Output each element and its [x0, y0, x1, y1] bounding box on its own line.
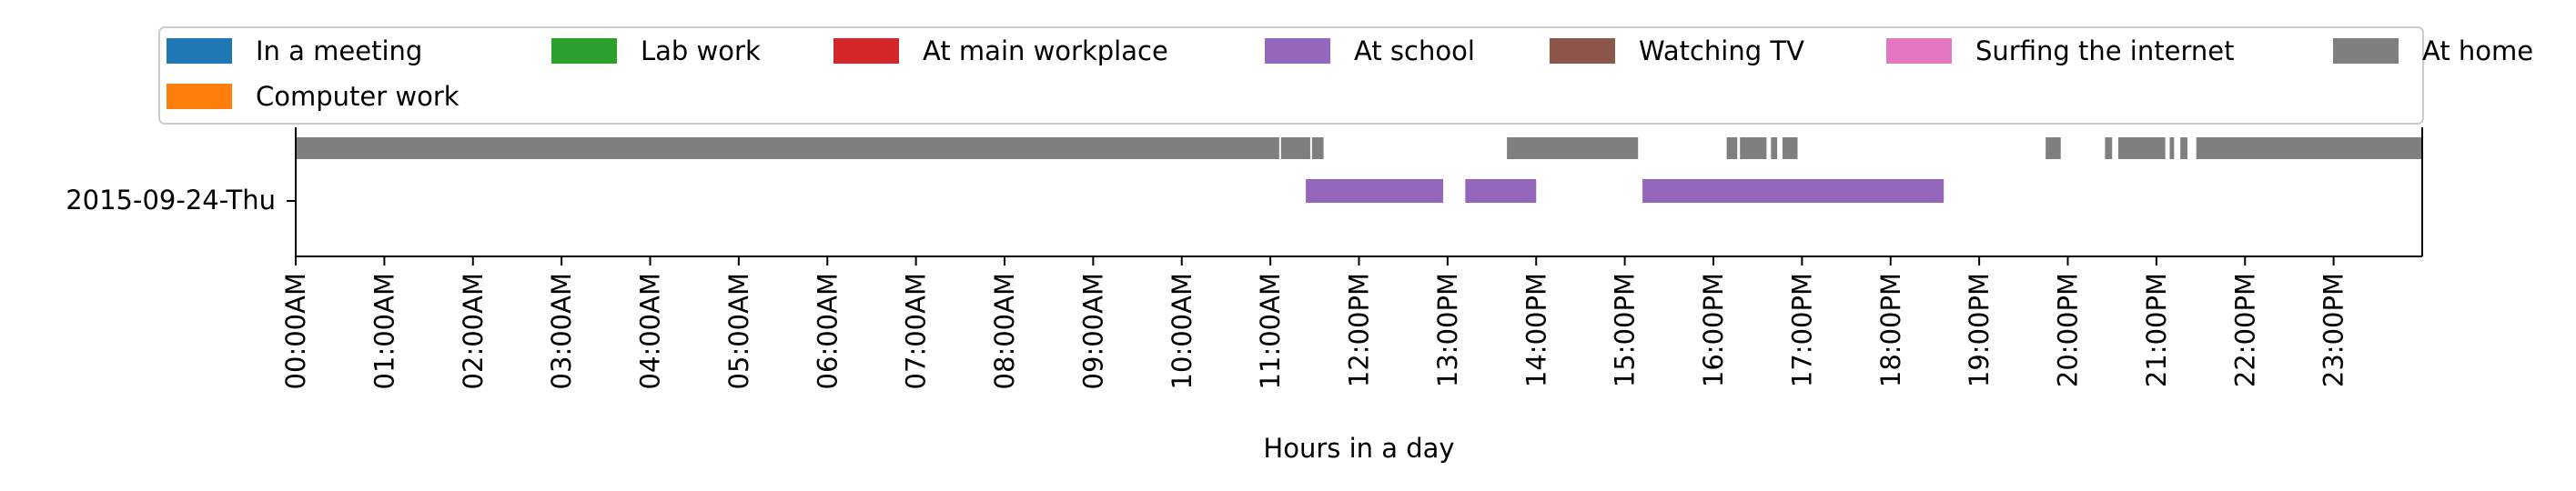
x-tick-label: 17:00PM [1786, 273, 1817, 387]
interval-bar [2169, 137, 2175, 159]
interval-bar [1280, 137, 1310, 159]
interval-bar [1306, 179, 1444, 203]
x-tick-label: 19:00PM [1964, 273, 1995, 387]
x-tick-label: 10:00AM [1167, 273, 1197, 389]
legend-label: At main workplace [923, 35, 1168, 66]
legend: In a meeting Lab work At main workplace At … [158, 26, 2533, 125]
x-tick-label: 20:00PM [2053, 273, 2084, 387]
legend-swatch [2333, 38, 2399, 64]
legend-frame [158, 26, 2424, 125]
interval-bar [296, 137, 1279, 159]
y-category-label: 2015-09-24-Thu [66, 185, 276, 215]
interval-bar [1507, 137, 1639, 159]
x-tick-label: 22:00PM [2229, 273, 2260, 387]
legend-label: In a meeting [256, 35, 422, 66]
legend-swatch [1265, 38, 1330, 64]
x-tick-label: 21:00PM [2141, 273, 2172, 387]
interval-bar [2196, 137, 2422, 159]
legend-swatch [167, 84, 232, 109]
x-tick-label: 12:00PM [1344, 273, 1375, 387]
interval-bar [2105, 137, 2113, 159]
x-tick-label: 06:00AM [812, 273, 843, 389]
interval-bar [2046, 137, 2061, 159]
x-tick-label: 03:00AM [546, 273, 577, 389]
interval-bar [1311, 137, 1324, 159]
x-tick-label: 02:00AM [458, 273, 489, 389]
legend-label: Surfing the internet [1975, 35, 2234, 66]
legend-label: Lab work [641, 35, 761, 66]
x-tick-label: 15:00PM [1610, 273, 1641, 387]
x-tick-label: 05:00AM [723, 273, 754, 389]
plot-area: 2015-09-24-Thu 00:00AM 01:00AM 02:00AM 03:00… [66, 127, 2423, 389]
x-axis-label: Hours in a day [1263, 433, 1454, 464]
interval-bar [1465, 179, 1537, 203]
legend-label: At school [1354, 35, 1475, 66]
x-tick-label: 11:00AM [1255, 273, 1286, 389]
legend-swatch [833, 38, 899, 64]
x-tick-label: 18:00PM [1875, 273, 1906, 387]
interval-bar [1642, 179, 1945, 203]
x-tick-label: 08:00AM [989, 273, 1020, 389]
x-tick-label: 14:00PM [1520, 273, 1551, 387]
legend-swatch [167, 38, 232, 64]
x-tick-label: 16:00PM [1698, 273, 1729, 387]
x-tick-label: 04:00AM [635, 273, 666, 389]
x-tick-label: 00:00AM [280, 273, 311, 389]
legend-label: Computer work [256, 81, 460, 112]
legend-swatch [1886, 38, 1952, 64]
interval-bar [1771, 137, 1778, 159]
legend-swatch [551, 38, 617, 64]
x-tick-label: 09:00AM [1077, 273, 1108, 389]
interval-bar [1726, 137, 1738, 159]
legend-label: At home [2422, 35, 2533, 66]
interval-bar [2118, 137, 2166, 159]
interval-bar [2180, 137, 2187, 159]
legend-swatch [1550, 38, 1615, 64]
x-tick-label: 07:00AM [901, 273, 932, 389]
x-tick-label: 23:00PM [2318, 273, 2349, 387]
x-tick-label: 13:00PM [1432, 273, 1463, 387]
interval-bar [1782, 137, 1798, 159]
interval-bar [1740, 137, 1767, 159]
legend-label: Watching TV [1639, 35, 1804, 66]
x-tick-label: 01:00AM [369, 273, 399, 389]
